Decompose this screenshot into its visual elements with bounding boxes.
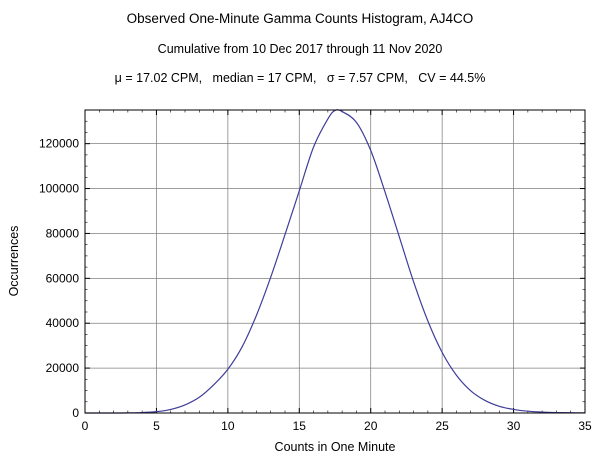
x-tick-label: 30 <box>507 419 521 433</box>
x-tick-label: 15 <box>293 419 307 433</box>
plot-area: 0 5 10 15 20 25 30 35 0 20000 40000 60000 80000 10000… <box>0 95 600 475</box>
y-tick-label: 0 <box>72 406 79 420</box>
x-tick-label: 5 <box>153 419 160 433</box>
y-axis-label: Occurrences <box>7 226 21 297</box>
tick-layer <box>84 109 586 414</box>
x-axis-label: Counts in One Minute <box>275 440 396 454</box>
x-tick-label: 0 <box>82 419 89 433</box>
y-tick-label: 100000 <box>39 182 79 196</box>
chart-subtitle: Cumulative from 10 Dec 2017 through 11 N… <box>157 42 443 56</box>
y-tick-label: 40000 <box>46 316 80 330</box>
plot-svg: 0 5 10 15 20 25 30 35 0 20000 40000 60000 80000 10000… <box>7 109 592 454</box>
y-tick-label: 120000 <box>39 137 79 151</box>
x-tick-label: 10 <box>221 419 235 433</box>
plot-frame <box>84 109 586 414</box>
grid-layer <box>85 110 585 413</box>
histogram-curve <box>85 109 586 414</box>
y-tick-label: 60000 <box>46 271 80 285</box>
label-layer: 0 5 10 15 20 25 30 35 0 20000 40000 60000 80000 10000… <box>39 137 592 433</box>
y-tick-label: 80000 <box>46 226 80 240</box>
chart-title: Observed One-Minute Gamma Counts Histogr… <box>126 11 474 26</box>
x-tick-label: 20 <box>364 419 378 433</box>
y-tick-label: 20000 <box>46 361 80 375</box>
frame-layer <box>84 109 586 414</box>
x-tick-label: 25 <box>435 419 449 433</box>
x-tick-label: 35 <box>578 419 592 433</box>
chart-stats-line: μ = 17.02 CPM, median = 17 CPM, σ = 7.57… <box>114 71 486 85</box>
curve-layer <box>85 109 586 414</box>
